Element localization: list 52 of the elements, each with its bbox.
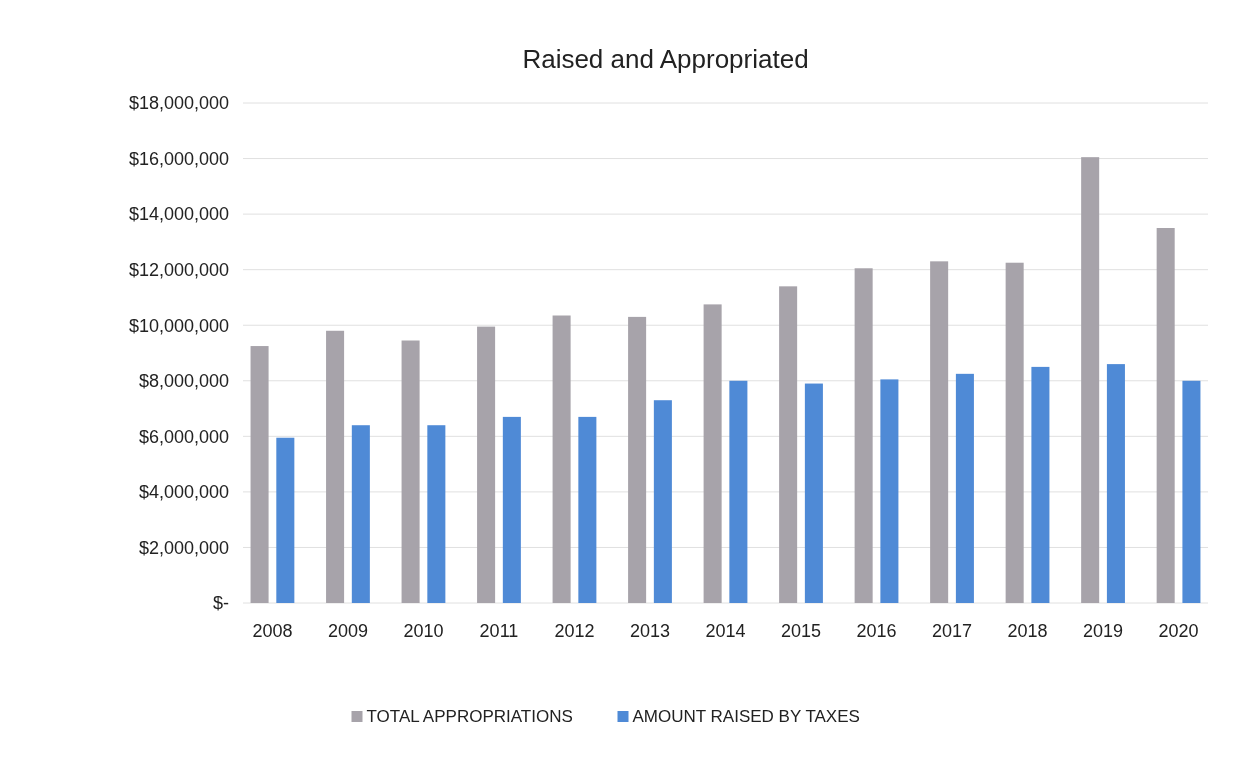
bar — [250, 346, 269, 603]
y-tick-label: $4,000,000 — [138, 482, 229, 503]
bar — [1031, 366, 1050, 603]
y-tick-label: $- — [212, 593, 229, 614]
bar — [1081, 157, 1100, 603]
x-tick-label: 2013 — [629, 621, 671, 641]
bar — [552, 315, 571, 603]
x-tick-label: 2012 — [554, 621, 595, 641]
bar — [729, 380, 748, 603]
y-tick-label: $6,000,000 — [138, 426, 229, 447]
x-tick-label: 2010 — [403, 621, 444, 641]
bar — [502, 416, 521, 603]
bar — [880, 379, 899, 603]
bar — [854, 268, 873, 603]
bar — [1182, 380, 1201, 603]
bar — [578, 416, 597, 603]
bar — [955, 373, 974, 603]
y-tick-label: $8,000,000 — [138, 371, 229, 392]
bar — [1005, 262, 1024, 603]
x-tick-label: 2008 — [252, 621, 293, 641]
bar — [653, 400, 672, 603]
x-tick-label: 2011 — [479, 621, 519, 641]
legend-label: AMOUNT RAISED BY TAXES — [632, 707, 860, 726]
x-tick-label: 2016 — [856, 621, 897, 641]
y-tick-label: $16,000,000 — [128, 148, 229, 169]
x-tick-label: 2018 — [1007, 621, 1048, 641]
y-tick-label: $12,000,000 — [128, 259, 229, 280]
y-tick-label: $2,000,000 — [138, 537, 229, 558]
bar — [703, 304, 722, 603]
bar — [326, 330, 345, 603]
bar — [427, 425, 446, 603]
bar — [1156, 228, 1175, 603]
y-tick-label: $14,000,000 — [128, 204, 229, 225]
x-tick-label: 2014 — [705, 621, 746, 641]
y-tick-label: $10,000,000 — [128, 315, 229, 336]
bar — [804, 383, 823, 603]
x-tick-label: 2017 — [932, 621, 973, 641]
bar — [276, 437, 295, 603]
bar — [930, 261, 949, 603]
bar — [779, 286, 798, 603]
bar — [628, 316, 647, 603]
x-tick-label: 2020 — [1158, 621, 1199, 641]
y-tick-label: $18,000,000 — [128, 93, 229, 114]
chart-title: Raised and Appropriated — [522, 44, 809, 74]
x-tick-label: 2009 — [327, 621, 368, 641]
bar — [1106, 364, 1125, 603]
x-tick-label: 2019 — [1083, 621, 1124, 641]
bar — [351, 425, 370, 603]
bar — [401, 340, 420, 603]
x-tick-label: 2015 — [780, 621, 822, 641]
legend-label: TOTAL APPROPRIATIONS — [366, 707, 573, 726]
bar — [477, 326, 496, 603]
